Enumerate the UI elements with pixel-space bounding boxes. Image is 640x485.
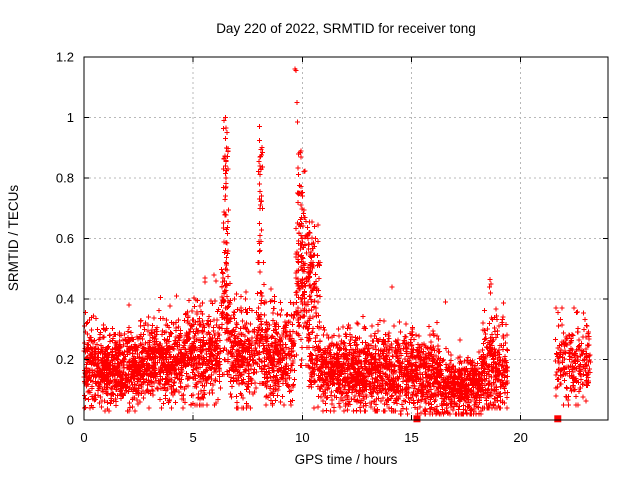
- y-tick-label: 1: [67, 110, 74, 125]
- x-axis-label: GPS time / hours: [295, 452, 398, 467]
- x-tick-label: 15: [404, 430, 418, 445]
- x-tick-label: 10: [295, 430, 309, 445]
- y-tick-label: 0.4: [56, 292, 74, 307]
- zero-line-squares: [413, 415, 562, 423]
- chart-title: Day 220 of 2022, SRMTID for receiver ton…: [216, 21, 476, 36]
- scatter-points: [81, 66, 593, 417]
- zero-line-square: [413, 415, 421, 423]
- scatter-points-path: [81, 66, 593, 417]
- x-tick-label: 5: [190, 430, 197, 445]
- zero-line-square: [554, 415, 562, 423]
- axes: [83, 56, 609, 421]
- y-tick-label: 0: [67, 413, 74, 428]
- tick-labels: 0 5 10 15 20 0 0.2 0.4 0.6 0.8 1 1.2: [56, 50, 528, 446]
- y-axis-label: SRMTID / TECUs: [6, 185, 21, 292]
- y-tick-label: 0.2: [56, 352, 74, 367]
- y-tick-label: 0.6: [56, 231, 74, 246]
- y-tick-label: 0.8: [56, 171, 74, 186]
- x-tick-label: 20: [513, 430, 527, 445]
- y-tick-label: 1.2: [56, 50, 74, 65]
- x-tick-label: 0: [80, 430, 87, 445]
